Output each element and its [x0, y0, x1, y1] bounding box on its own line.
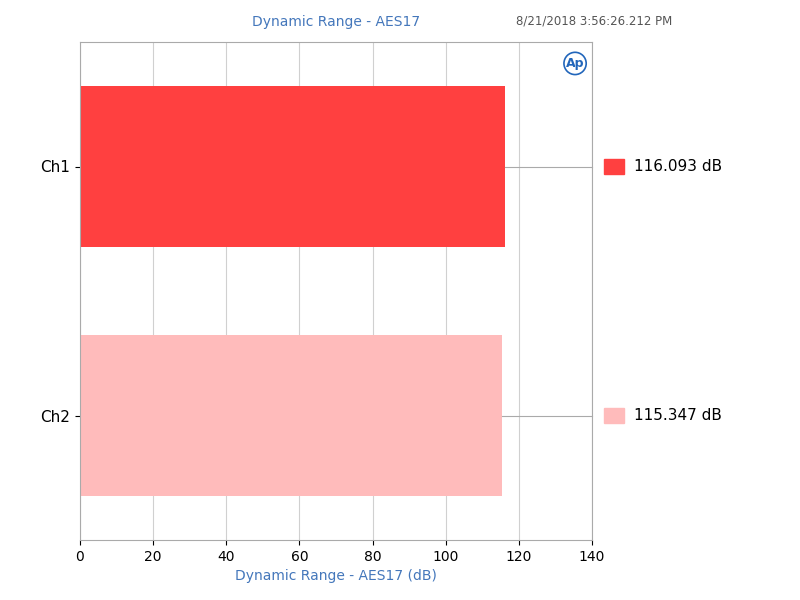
X-axis label: Dynamic Range - AES17 (dB): Dynamic Range - AES17 (dB): [235, 569, 437, 583]
Text: Ap: Ap: [566, 57, 584, 70]
Text: 8/21/2018 3:56:26.212 PM: 8/21/2018 3:56:26.212 PM: [516, 15, 672, 28]
Text: 116.093 dB: 116.093 dB: [634, 159, 722, 174]
Bar: [80, 335, 502, 496]
Text: 115.347 dB: 115.347 dB: [634, 408, 722, 423]
Text: Dynamic Range - AES17: Dynamic Range - AES17: [252, 15, 420, 29]
Bar: [80, 86, 505, 247]
